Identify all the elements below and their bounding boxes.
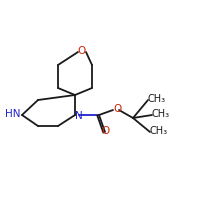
Text: CH₃: CH₃: [152, 109, 170, 119]
Text: O: O: [101, 126, 109, 136]
Text: CH₃: CH₃: [148, 94, 166, 104]
Text: N: N: [75, 111, 83, 121]
Text: CH₃: CH₃: [150, 126, 168, 136]
Text: O: O: [113, 104, 121, 114]
Text: O: O: [78, 46, 86, 56]
Text: HN: HN: [4, 109, 20, 119]
